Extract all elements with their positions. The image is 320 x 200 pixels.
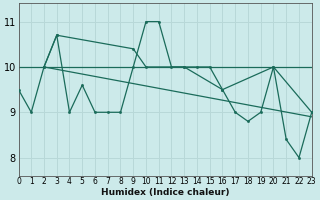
X-axis label: Humidex (Indice chaleur): Humidex (Indice chaleur)	[101, 188, 229, 197]
